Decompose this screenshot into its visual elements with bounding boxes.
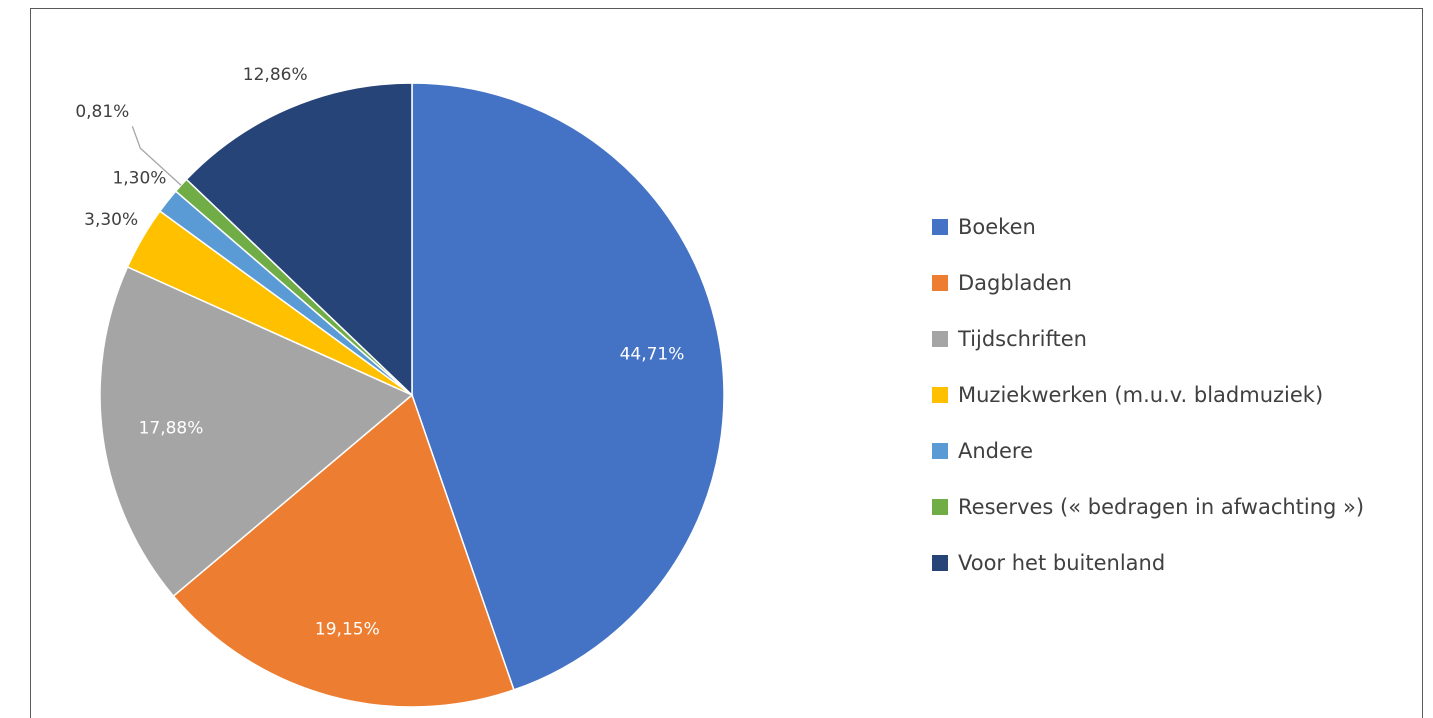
pie-slice [172, 393, 515, 708]
legend-swatch [932, 219, 948, 235]
data-label: 44,71% [620, 345, 685, 365]
legend-swatch [932, 387, 948, 403]
legend-label: Voor het buitenland [958, 551, 1165, 575]
pie-slice [411, 82, 725, 691]
legend-swatch [932, 499, 948, 515]
legend-swatch [932, 443, 948, 459]
legend-label: Boeken [958, 215, 1036, 239]
data-label: 0,81% [75, 102, 129, 122]
pie-slice [185, 82, 413, 397]
pie: 44,71% 19,15% 17,88% 3,30% 1,30% 0,81% 12,86% [75, 65, 725, 708]
legend-swatch [932, 555, 948, 571]
data-label: 12,86% [243, 65, 308, 85]
data-label: 17,88% [139, 419, 204, 439]
leader-line [131, 126, 182, 186]
data-label: 1,30% [112, 169, 166, 189]
legend-label: Muziekwerken (m.u.v. bladmuziek) [958, 383, 1323, 407]
legend-label: Dagbladen [958, 271, 1072, 295]
legend: Boeken Dagbladen Tijdschriften Muziekwerken… [932, 215, 1364, 575]
pie-slice [99, 265, 414, 598]
legend-label: Tijdschriften [957, 327, 1087, 351]
legend-label: Andere [958, 439, 1033, 463]
legend-swatch [932, 275, 948, 291]
legend-label: Reserves (« bedragen in afwachting ») [958, 495, 1364, 519]
legend-swatch [932, 331, 948, 347]
data-label: 19,15% [315, 620, 380, 640]
data-label: 3,30% [84, 210, 138, 230]
